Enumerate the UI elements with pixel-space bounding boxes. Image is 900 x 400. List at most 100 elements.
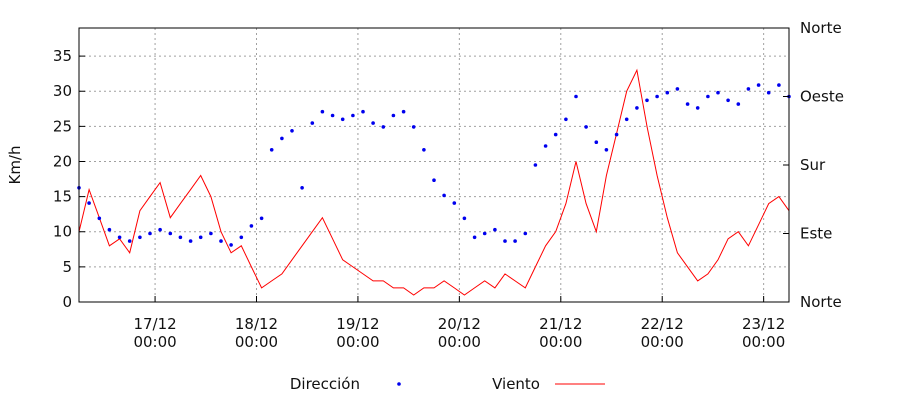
direction-point	[229, 243, 233, 247]
direction-point	[340, 117, 345, 122]
direction-point	[543, 144, 548, 148]
wind-series	[78, 68, 790, 296]
y-axis-right: Norte Este Sur Oeste Norte	[783, 19, 844, 311]
grid-lines	[79, 28, 789, 302]
direction-point	[675, 87, 680, 91]
direction-point	[188, 239, 193, 243]
direction-point	[736, 102, 741, 106]
direction-point	[685, 102, 690, 106]
x-tick-label-date: 21/12	[539, 315, 582, 333]
direction-point	[411, 125, 416, 129]
direction-point	[198, 235, 203, 240]
direction-point	[239, 235, 244, 240]
direction-point	[635, 106, 639, 110]
direction-point	[756, 83, 761, 87]
direction-point	[351, 113, 355, 118]
x-tick-label-time: 00:00	[742, 333, 785, 351]
direction-point	[381, 125, 386, 129]
direction-point	[533, 163, 538, 167]
x-tick-label-date: 19/12	[336, 315, 379, 333]
direction-point	[361, 109, 365, 114]
x-tick-label-date: 23/12	[742, 315, 785, 333]
x-tick-label-date: 22/12	[641, 315, 684, 333]
direction-point	[716, 90, 720, 95]
direction-point	[127, 239, 132, 243]
direction-point	[482, 231, 487, 236]
y-tick-label: 35	[53, 47, 72, 65]
direction-point	[290, 129, 294, 133]
x-tick-label-time: 00:00	[133, 333, 176, 351]
direction-point	[320, 109, 325, 114]
direction-point	[432, 178, 436, 182]
legend: Dirección Viento	[290, 375, 605, 393]
direction-point	[726, 98, 730, 103]
y-tick-label: 15	[53, 188, 72, 206]
direction-point	[401, 109, 406, 114]
direction-point	[523, 231, 528, 236]
direction-point	[746, 87, 751, 91]
direction-point	[300, 186, 304, 190]
x-tick-label-time: 00:00	[641, 333, 684, 351]
direction-point	[777, 83, 781, 87]
direction-point	[422, 148, 426, 152]
y-tick-label: 5	[62, 258, 72, 276]
direction-point	[209, 231, 213, 236]
direction-point	[138, 235, 142, 240]
direction-point	[624, 117, 629, 122]
direction-point	[604, 148, 609, 152]
direction-point	[553, 132, 558, 137]
direction-point	[564, 117, 568, 122]
direction-point	[645, 98, 649, 103]
direction-point	[503, 239, 507, 243]
plot-frame	[78, 27, 790, 303]
direction-point	[269, 148, 274, 152]
x-tick-label-time: 00:00	[336, 333, 379, 351]
direction-point	[249, 224, 254, 228]
x-tick-label-date: 18/12	[235, 315, 278, 333]
x-tick-label-date: 17/12	[133, 315, 176, 333]
direction-point	[614, 132, 619, 137]
direction-point	[574, 94, 578, 99]
direction-point	[168, 231, 173, 236]
direction-point	[706, 94, 710, 99]
x-tick-label-time: 00:00	[438, 333, 481, 351]
direction-point	[219, 239, 223, 243]
direction-point	[594, 140, 599, 144]
x-tick-label-time: 00:00	[539, 333, 582, 351]
direction-point	[178, 235, 183, 240]
direction-point	[371, 121, 375, 125]
y2-tick-label: Sur	[800, 156, 826, 174]
y2-tick-label: Norte	[800, 19, 842, 37]
x-tick-label-time: 00:00	[235, 333, 278, 351]
y-tick-label: 25	[53, 117, 72, 135]
direction-point	[148, 231, 152, 236]
y2-tick-label: Norte	[800, 293, 842, 311]
legend-direction-marker	[397, 382, 401, 386]
y2-tick-label: Oeste	[800, 88, 844, 106]
direction-point	[259, 216, 264, 221]
direction-point	[513, 239, 517, 243]
wind-line	[78, 68, 790, 296]
direction-point	[665, 90, 670, 95]
direction-point	[310, 121, 315, 125]
direction-point	[472, 235, 477, 240]
y-tick-label: 30	[53, 82, 72, 100]
legend-wind-label: Viento	[492, 375, 540, 393]
direction-point	[330, 113, 335, 118]
direction-point	[158, 227, 162, 232]
legend-direction-label: Dirección	[290, 375, 360, 393]
direction-point	[117, 235, 122, 240]
y2-tick-label: Este	[800, 225, 832, 243]
direction-point	[766, 90, 771, 95]
y-axis-label: Km/h	[6, 145, 24, 184]
direction-series	[77, 83, 791, 247]
y-axis-left: 0 5 10 15 20 25 30 35	[53, 47, 85, 311]
direction-point	[695, 106, 700, 110]
x-tick-label-date: 20/12	[438, 315, 481, 333]
direction-point	[452, 201, 457, 205]
direction-point	[97, 216, 102, 221]
direction-point	[391, 113, 396, 118]
x-axis: 17/1200:0018/1200:0019/1200:0020/1200:00…	[133, 296, 785, 351]
direction-point	[655, 94, 659, 99]
y-tick-label: 20	[53, 152, 72, 170]
